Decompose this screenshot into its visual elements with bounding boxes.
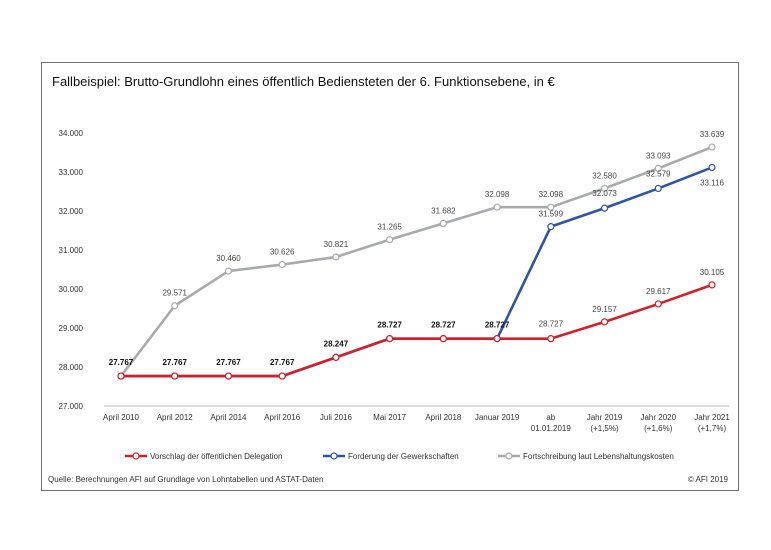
chart-frame: Fallbeispiel: Brutto-Grundlohn eines öff… bbox=[41, 62, 739, 491]
x-tick-label: Jahr 2019 bbox=[587, 413, 623, 422]
x-tick-label: Jahr 2020 bbox=[640, 413, 676, 422]
chart-title: Fallbeispiel: Brutto-Grundlohn eines öff… bbox=[52, 74, 555, 89]
legend-marker bbox=[330, 452, 338, 460]
data-point bbox=[117, 372, 125, 380]
x-tick-label: April 2018 bbox=[425, 413, 462, 422]
y-tick-label: 32.000 bbox=[59, 207, 84, 216]
series-line bbox=[119, 145, 713, 377]
legend-label: Fortschreibung laut Lebenshaltungskosten bbox=[523, 452, 674, 461]
y-tick-label: 34.000 bbox=[59, 129, 84, 138]
copyright-note: © AFI 2019 bbox=[687, 475, 728, 484]
legend-marker bbox=[505, 452, 513, 460]
data-label: 31.682 bbox=[431, 206, 456, 215]
x-tick-label: Juli 2016 bbox=[320, 413, 353, 422]
data-point bbox=[386, 335, 394, 343]
x-tick-label: Jahr 2021 bbox=[694, 413, 730, 422]
y-tick-label: 33.000 bbox=[59, 168, 84, 177]
data-label: 27.767 bbox=[270, 358, 295, 367]
data-label: 32.073 bbox=[592, 189, 617, 198]
data-label: 31.599 bbox=[539, 210, 564, 219]
data-point bbox=[493, 203, 501, 211]
data-point bbox=[171, 372, 179, 380]
data-label: 27.767 bbox=[109, 358, 134, 367]
data-point bbox=[439, 335, 447, 343]
data-point bbox=[708, 163, 716, 172]
data-label: 32.098 bbox=[539, 190, 564, 199]
data-label: 28.727 bbox=[539, 320, 564, 329]
y-tick-label: 28.000 bbox=[59, 363, 84, 372]
data-point bbox=[386, 236, 394, 244]
data-label: 29.617 bbox=[646, 287, 671, 296]
x-tick-label: Januar 2019 bbox=[475, 413, 520, 422]
data-label: 30.105 bbox=[700, 268, 725, 277]
data-label: 28.247 bbox=[324, 339, 349, 348]
data-point bbox=[708, 143, 716, 151]
data-point bbox=[547, 223, 555, 231]
data-point bbox=[439, 219, 447, 228]
series-line bbox=[121, 283, 713, 378]
x-tick-label: April 2012 bbox=[157, 413, 194, 422]
data-point bbox=[493, 335, 501, 343]
data-label: 28.727 bbox=[377, 321, 402, 330]
y-tick-label: 29.000 bbox=[59, 324, 84, 333]
legend-label: Forderung der Gewerkschaften bbox=[348, 452, 459, 461]
data-label: 30.626 bbox=[270, 248, 295, 257]
data-point bbox=[654, 164, 662, 172]
data-point bbox=[708, 281, 716, 289]
data-label: 32.098 bbox=[485, 190, 510, 199]
data-point bbox=[600, 318, 609, 326]
x-tick-label: April 2010 bbox=[103, 413, 140, 422]
data-point bbox=[224, 267, 233, 275]
legend-marker bbox=[132, 452, 140, 460]
data-point bbox=[278, 260, 286, 269]
data-point bbox=[332, 353, 340, 361]
x-tick-label: (+1,6%) bbox=[644, 424, 673, 433]
data-label: 30.460 bbox=[216, 254, 241, 263]
x-tick-label: April 2016 bbox=[264, 413, 301, 422]
x-tick-label: 01.01.2019 bbox=[531, 424, 572, 433]
data-label: 31.265 bbox=[377, 223, 402, 232]
x-tick-label: Mai 2017 bbox=[373, 413, 406, 422]
x-tick-label: (+1,5%) bbox=[590, 424, 619, 433]
series-line bbox=[121, 166, 713, 378]
data-label: 32.580 bbox=[592, 171, 617, 180]
y-tick-label: 27.000 bbox=[59, 402, 84, 411]
x-tick-label: ab bbox=[546, 413, 555, 422]
x-tick-label: (+1,7%) bbox=[698, 424, 727, 433]
y-tick-label: 31.000 bbox=[59, 246, 84, 255]
data-label: 27.767 bbox=[216, 358, 241, 367]
data-label: 33.639 bbox=[700, 130, 725, 139]
data-point bbox=[171, 302, 179, 310]
source-note: Quelle: Berechnungen AFI auf Grundlage v… bbox=[48, 475, 324, 484]
line-chart: 27.000 28.000 29.000 30.000 31.000 32.000 33.0… bbox=[59, 129, 731, 461]
data-point bbox=[600, 204, 609, 212]
data-label: 32.579 bbox=[646, 169, 671, 178]
data-label: 29.571 bbox=[162, 289, 187, 298]
data-point bbox=[600, 184, 609, 192]
data-point bbox=[547, 203, 555, 211]
data-point bbox=[278, 372, 286, 380]
x-tick-label: April 2014 bbox=[210, 413, 247, 422]
data-point bbox=[224, 372, 233, 380]
data-label: 27.767 bbox=[162, 358, 187, 367]
data-label: 30.821 bbox=[324, 240, 349, 249]
data-label: 28.727 bbox=[431, 321, 456, 330]
data-label: 29.157 bbox=[592, 305, 617, 314]
data-point bbox=[654, 300, 662, 308]
data-point bbox=[547, 335, 555, 343]
data-label: 33.093 bbox=[646, 151, 671, 160]
data-point bbox=[332, 253, 340, 261]
data-label: 33.116 bbox=[700, 178, 724, 187]
data-point bbox=[654, 184, 662, 193]
y-tick-label: 30.000 bbox=[59, 285, 84, 294]
data-label: 28.727 bbox=[485, 321, 510, 330]
legend-label: Vorschlag der öffentlichen Delegation bbox=[150, 452, 282, 461]
